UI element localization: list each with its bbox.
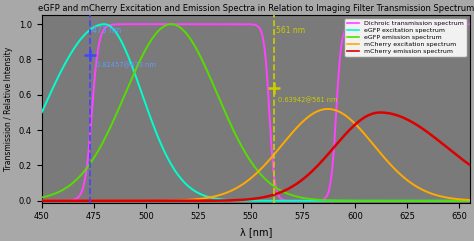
Text: 561 nm: 561 nm [275, 26, 305, 35]
X-axis label: λ [nm]: λ [nm] [239, 227, 272, 237]
Text: 473 nm: 473 nm [92, 26, 121, 35]
Text: 0.82457@473 nm: 0.82457@473 nm [96, 62, 156, 68]
Text: 0.63942@561 nm: 0.63942@561 nm [278, 96, 337, 103]
Y-axis label: Transmission / Relative Intensity: Transmission / Relative Intensity [4, 47, 13, 171]
Legend: Dichroic transmission spectrum, eGFP excitation spectrum, eGFP emission spectrum: Dichroic transmission spectrum, eGFP exc… [344, 19, 467, 57]
Title: eGFP and mCherry Excitation and Emission Spectra in Relation to Imaging Filter T: eGFP and mCherry Excitation and Emission… [37, 4, 474, 13]
